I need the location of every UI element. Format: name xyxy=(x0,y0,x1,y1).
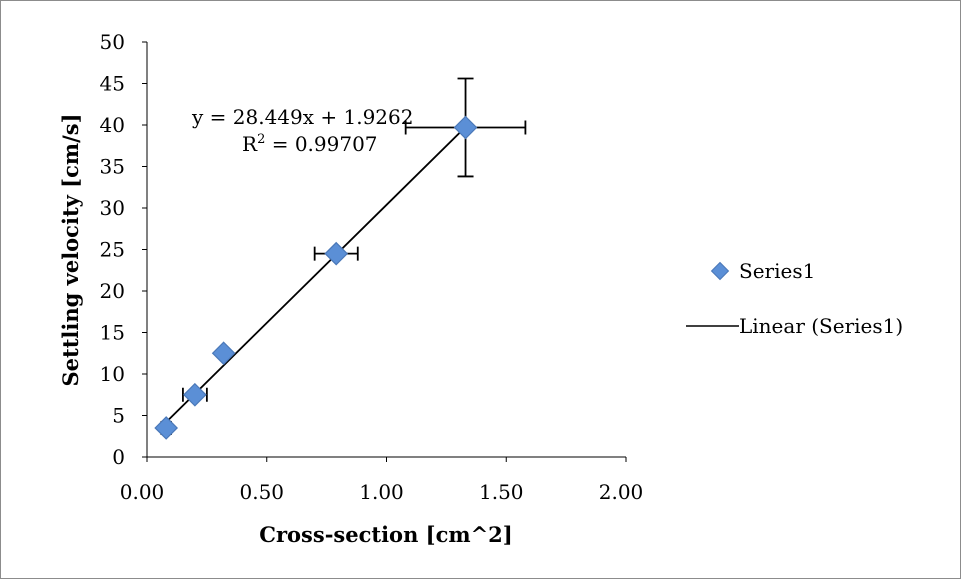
data-point xyxy=(211,341,236,366)
legend-series1-label: Series1 xyxy=(739,259,815,283)
y-tick-label: 25 xyxy=(100,238,125,262)
x-ticks: 0.00 0.50 1.00 1.50 2.00 xyxy=(120,457,644,504)
y-tick-label: 40 xyxy=(100,113,125,137)
legend-series1-marker xyxy=(710,261,730,281)
data-point xyxy=(324,241,349,266)
data-points xyxy=(154,115,478,440)
y-tick-label: 10 xyxy=(100,362,125,386)
legend-trendline-label: Linear (Series1) xyxy=(739,314,903,338)
trendline xyxy=(165,126,467,423)
y-tick-label: 5 xyxy=(112,404,125,428)
x-tick-label: 0.50 xyxy=(239,480,284,504)
y-tick-label: 50 xyxy=(100,30,125,54)
y-tick-label: 30 xyxy=(100,196,125,220)
trendline-equation: y = 28.449x + 1.9262 xyxy=(191,105,413,129)
y-tick-label: 15 xyxy=(100,321,125,345)
x-tick-label: 1.00 xyxy=(359,480,404,504)
y-axis-title: Settling velocity [cm/s] xyxy=(58,113,83,386)
trendline-r-squared: R2 = 0.99707 xyxy=(242,132,378,156)
x-tick-label: 0.00 xyxy=(120,480,165,504)
data-point xyxy=(453,115,478,140)
y-tick-label: 45 xyxy=(100,72,125,96)
y-tick-label: 20 xyxy=(100,279,125,303)
x-tick-label: 1.50 xyxy=(479,480,524,504)
x-tick-label: 2.00 xyxy=(599,480,644,504)
x-axis-title: Cross-section [cm^2] xyxy=(259,522,512,547)
data-point xyxy=(154,416,179,440)
y-tick-label: 0 xyxy=(112,445,125,469)
legend: Series1 Linear (Series1) xyxy=(686,259,903,338)
trendline-group xyxy=(165,126,467,423)
plot-area: 0 5 10 15 20 25 30 35 40 45 50 0.00 0.50 1.00 1.50 2.0… xyxy=(100,30,644,504)
y-ticks: 0 5 10 15 20 25 30 35 40 45 50 xyxy=(100,30,147,469)
y-tick-label: 35 xyxy=(100,155,125,179)
data-point xyxy=(183,382,207,407)
